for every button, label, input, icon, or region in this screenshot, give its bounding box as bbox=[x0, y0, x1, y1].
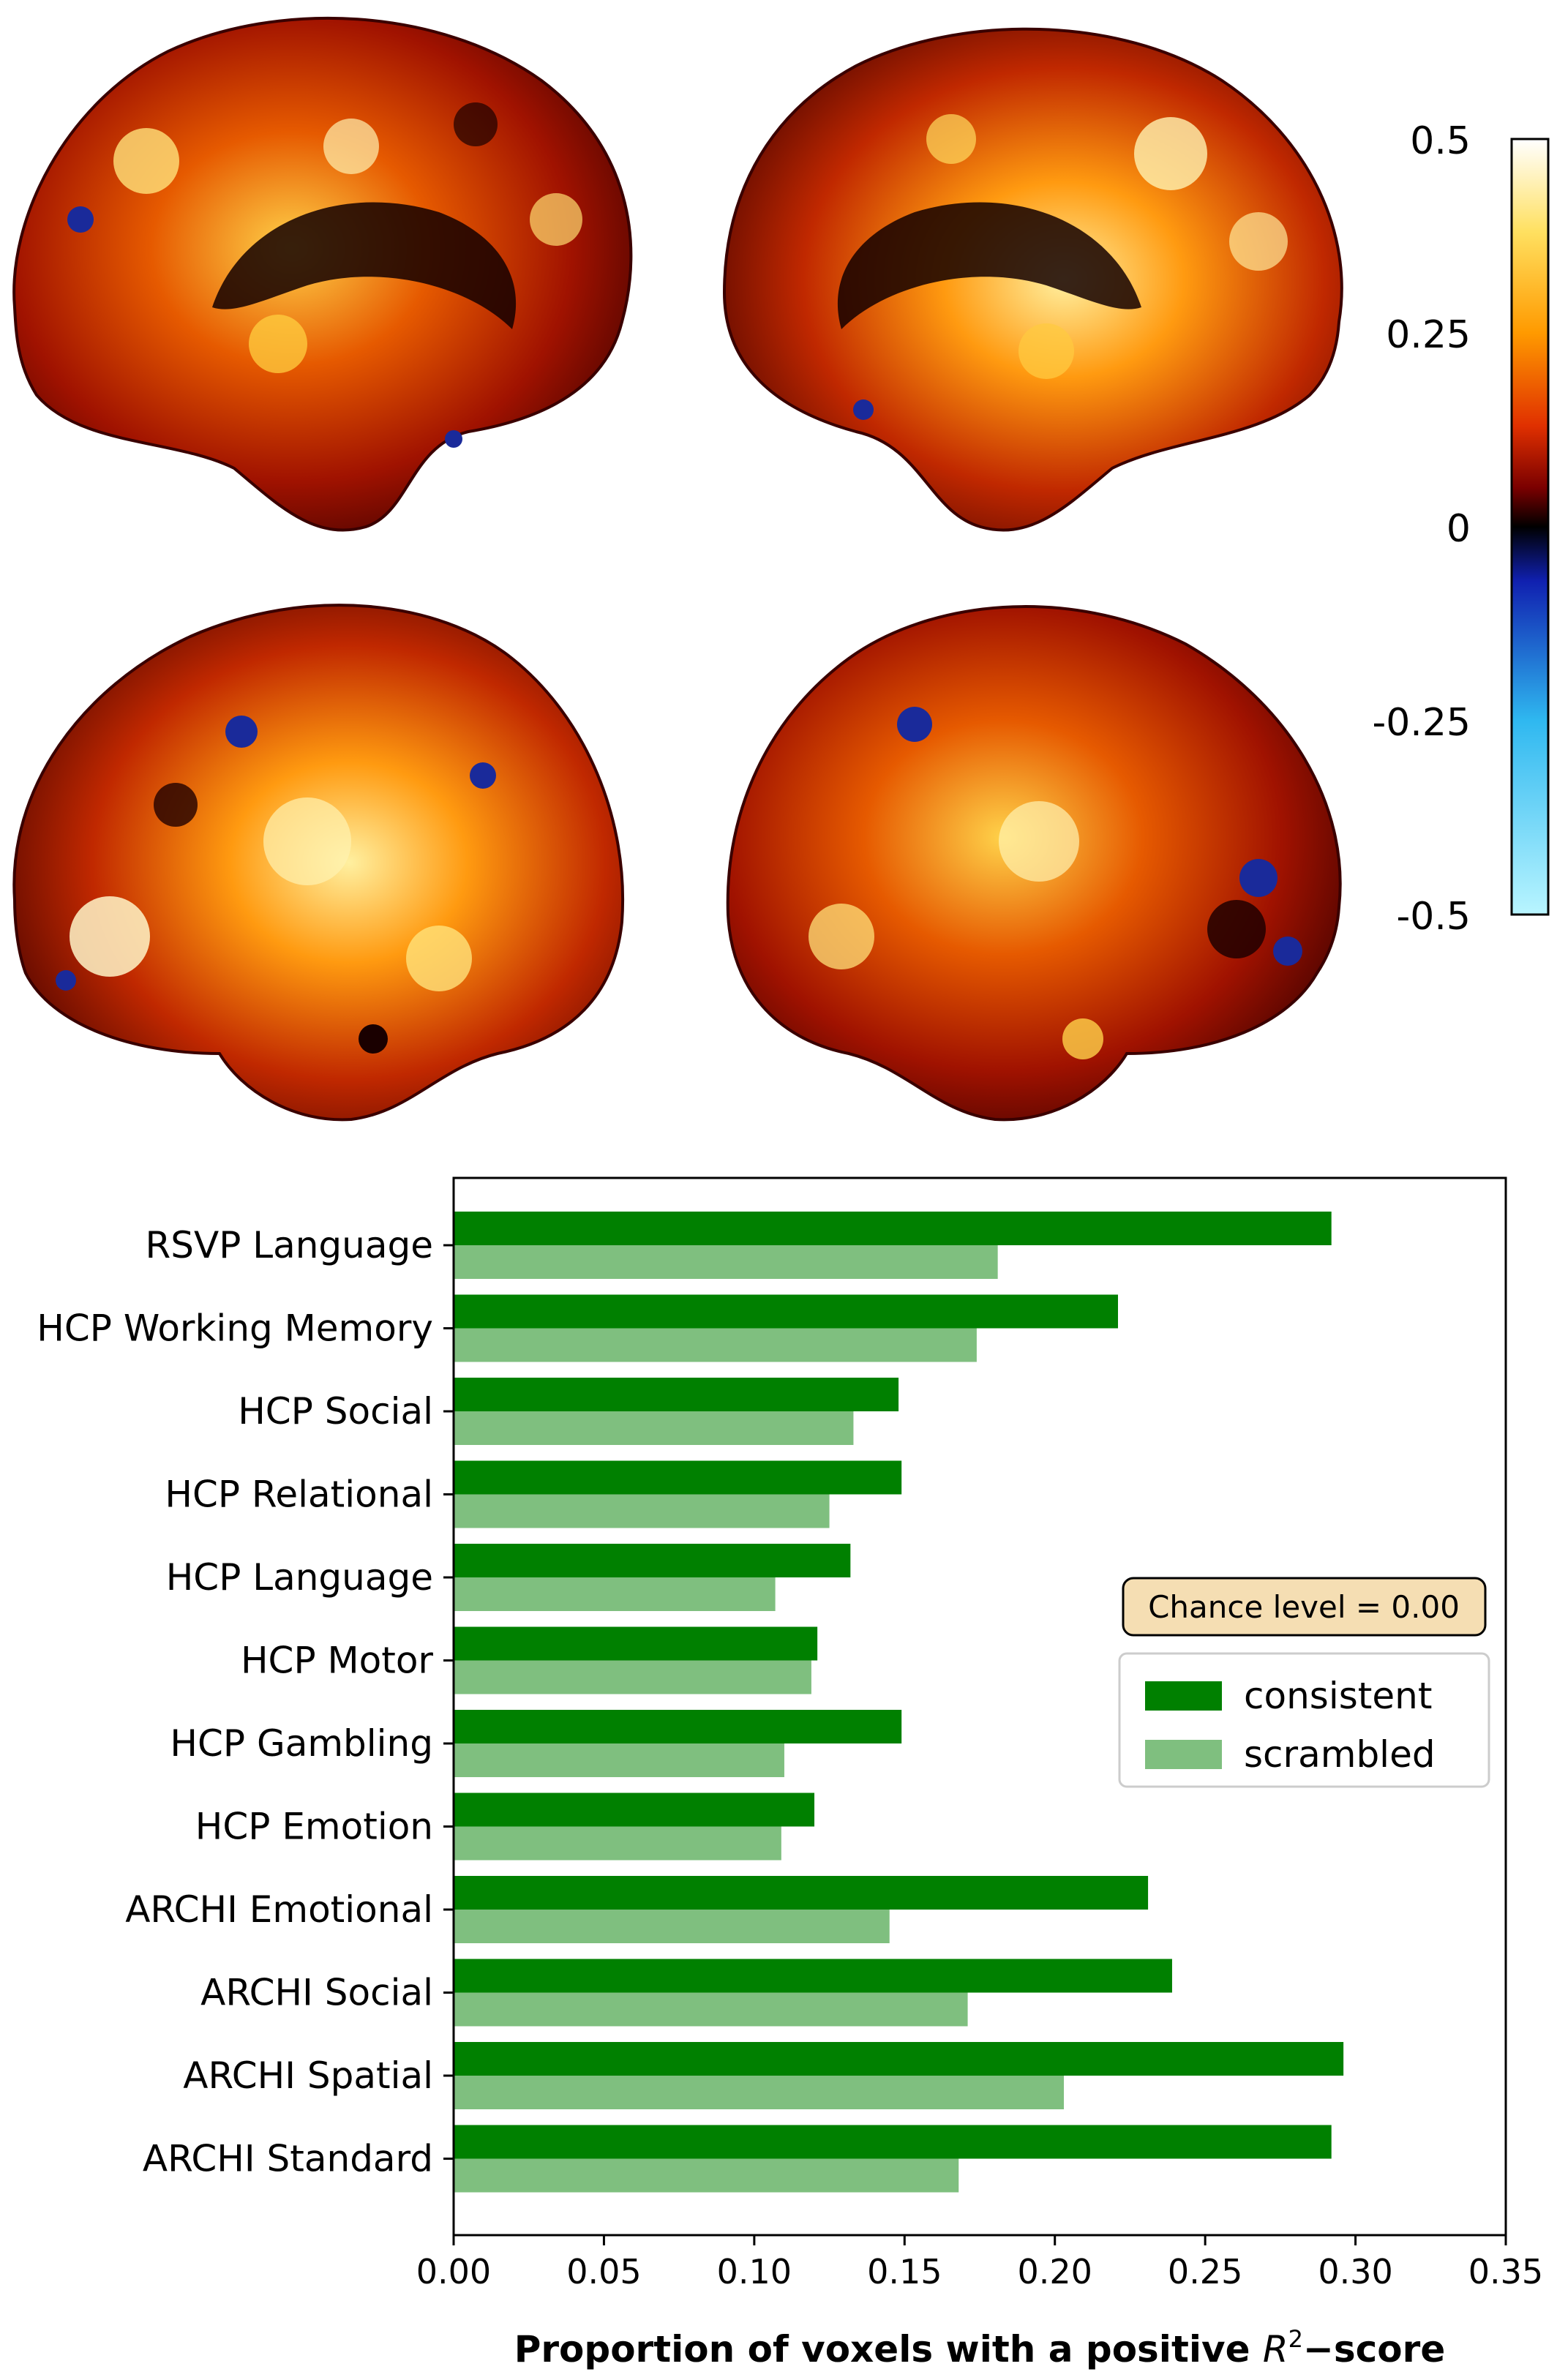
plot-frame bbox=[452, 1176, 1507, 2237]
category-label: ARCHI Emotional bbox=[125, 1888, 433, 1931]
legend-swatch-scrambled bbox=[1145, 1740, 1222, 1769]
x-ticks: 0.00 0.05 0.10 0.15 0.20 0.25 0.30 0.35 bbox=[416, 2235, 1543, 2291]
colorbar: 0.5 0.25 0 -0.25 -0.5 bbox=[1372, 119, 1550, 939]
colorbar-tick-label: -0.25 bbox=[1372, 701, 1471, 745]
brain-surface-panel: 0.5 0.25 0 -0.25 -0.5 bbox=[12, 16, 1550, 1122]
category-label: RSVP Language bbox=[146, 1224, 433, 1266]
brain-left-medial bbox=[12, 16, 633, 532]
bar-scrambled bbox=[454, 1826, 781, 1861]
bar-scrambled bbox=[454, 1411, 854, 1445]
x-tick-label: 0.20 bbox=[1018, 2252, 1092, 2291]
bar-consistent bbox=[454, 1212, 1332, 1245]
category-label: ARCHI Standard bbox=[143, 2138, 433, 2180]
bar-consistent bbox=[454, 1792, 815, 1827]
chance-level-box bbox=[1122, 1577, 1487, 1637]
bar-consistent bbox=[454, 2125, 1332, 2159]
legend-label-scrambled: scrambled bbox=[1244, 1733, 1436, 1776]
colorbar-gradient bbox=[1510, 138, 1550, 916]
colorbar-tick-label: 0 bbox=[1447, 507, 1471, 551]
x-tick-label: 0.35 bbox=[1468, 2252, 1543, 2291]
bar-consistent bbox=[454, 1460, 902, 1495]
bar-consistent bbox=[454, 1959, 1172, 1993]
bar-consistent bbox=[454, 1378, 899, 1411]
colorbar-tick-label: 0.5 bbox=[1410, 119, 1471, 163]
bar-consistent bbox=[454, 1710, 902, 1743]
bar-scrambled bbox=[454, 2158, 959, 2193]
x-tick-label: 0.15 bbox=[867, 2252, 942, 2291]
category-label: HCP Social bbox=[238, 1390, 433, 1433]
x-tick-label: 0.25 bbox=[1168, 2252, 1242, 2291]
bars-layer bbox=[454, 1212, 1344, 2193]
bar-scrambled bbox=[454, 1328, 977, 1362]
bar-scrambled bbox=[454, 2076, 1065, 2109]
legend-swatch-consistent bbox=[1145, 1681, 1222, 1711]
bar-consistent bbox=[454, 2042, 1344, 2076]
x-tick-label: 0.10 bbox=[717, 2252, 792, 2291]
bar-scrambled bbox=[454, 1494, 830, 1528]
x-tick-label: 0.00 bbox=[416, 2252, 491, 2291]
chance-level-text: Chance level = 0.00 bbox=[1148, 1589, 1460, 1625]
category-label: HCP Gambling bbox=[170, 1722, 433, 1765]
x-axis-label: Proportion of voxels with a positive R2−… bbox=[514, 2325, 1445, 2370]
bar-scrambled bbox=[454, 1743, 784, 1777]
category-label: HCP Language bbox=[166, 1556, 433, 1599]
brain-right-medial bbox=[722, 27, 1343, 532]
bar-chart: RSVP Language HCP Working Memory HCP Socia… bbox=[37, 1176, 1543, 2370]
bar-scrambled bbox=[454, 1910, 890, 1943]
bar-scrambled bbox=[454, 1992, 968, 2027]
bar-scrambled bbox=[454, 1660, 811, 1694]
category-label: HCP Emotion bbox=[195, 1806, 433, 1848]
category-label: HCP Working Memory bbox=[37, 1307, 433, 1350]
category-label: HCP Relational bbox=[165, 1474, 433, 1516]
x-tick-label: 0.30 bbox=[1318, 2252, 1392, 2291]
bar-consistent bbox=[454, 1626, 818, 1661]
brain-right-lateral bbox=[726, 605, 1342, 1122]
colorbar-tick-label: 0.25 bbox=[1386, 313, 1471, 357]
category-label: HCP Motor bbox=[241, 1640, 433, 1682]
category-labels: RSVP Language HCP Working Memory HCP Socia… bbox=[37, 1224, 454, 2180]
bar-consistent bbox=[454, 1876, 1149, 1910]
x-tick-label: 0.05 bbox=[566, 2252, 641, 2291]
bar-scrambled bbox=[454, 1577, 776, 1611]
bar-scrambled bbox=[454, 1245, 998, 1279]
legend: consistent scrambled bbox=[1118, 1652, 1490, 1788]
bar-consistent bbox=[454, 1294, 1118, 1329]
legend-label-consistent: consistent bbox=[1244, 1675, 1432, 1717]
category-label: ARCHI Social bbox=[200, 1972, 433, 2014]
chance-level-annotation: Chance level = 0.00 bbox=[1122, 1577, 1487, 1637]
category-label: ARCHI Spatial bbox=[183, 2054, 433, 2097]
bar-consistent bbox=[454, 1544, 851, 1577]
colorbar-tick-label: -0.5 bbox=[1397, 895, 1471, 939]
brain-left-lateral bbox=[12, 604, 624, 1122]
